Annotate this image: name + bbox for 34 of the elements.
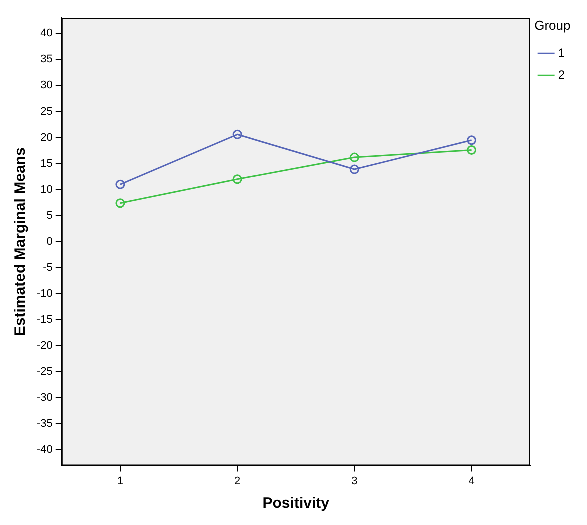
point	[232, 174, 242, 184]
y-tick-label: 0	[46, 236, 53, 248]
y-tick-label: 30	[40, 80, 53, 92]
point	[232, 130, 242, 140]
y-tick-label: 20	[40, 132, 53, 144]
point	[350, 164, 360, 174]
y-tick-label: -10	[36, 288, 53, 300]
y-tick-label: 35	[40, 54, 53, 66]
y-axis-title: Estimated Marginal Means	[12, 148, 30, 336]
point	[350, 152, 360, 162]
y-tick-label: -25	[36, 366, 53, 378]
y-tick-label: -15	[36, 314, 53, 326]
y-tick-label: -40	[36, 444, 53, 456]
y-tick-label: 5	[46, 210, 53, 222]
legend-label: 1	[558, 46, 566, 60]
x-tick-label: 1	[117, 475, 124, 488]
x-tick-label: 4	[468, 475, 475, 488]
y-tick-label: 15	[40, 158, 53, 170]
y-tick-label: -5	[43, 262, 53, 274]
legend-title: Group	[534, 18, 571, 34]
point	[467, 146, 477, 156]
y-tick-label: -20	[36, 340, 53, 352]
x-tick-label: 3	[352, 475, 358, 488]
point	[116, 198, 126, 208]
point	[116, 180, 126, 190]
y-tick-label: 25	[40, 106, 53, 118]
y-tick-label: -35	[36, 418, 53, 430]
legend-label: 2	[558, 68, 566, 82]
y-tick-label: 40	[40, 28, 53, 40]
y-tick-label: -30	[36, 392, 53, 404]
y-tick-label: 10	[40, 184, 53, 196]
x-tick-label: 2	[234, 475, 241, 488]
point	[467, 136, 477, 146]
x-axis-title: Positivity	[262, 495, 330, 512]
